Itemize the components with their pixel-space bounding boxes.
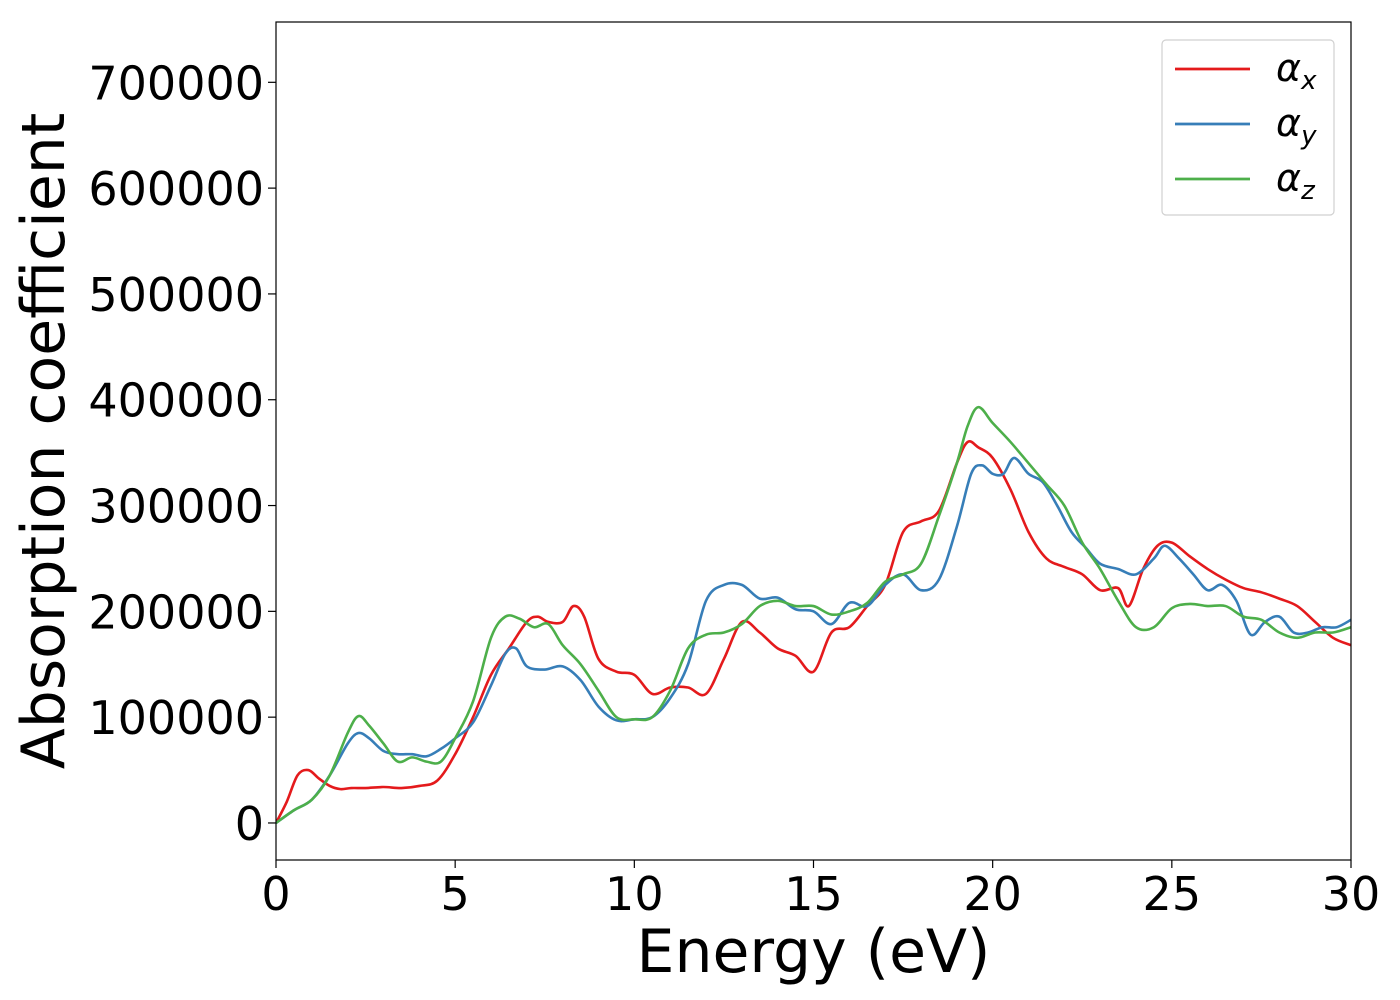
x-tick-label: 10	[605, 867, 664, 921]
y-axis: 0 100000 200000 300000 400000 500000 600000 700…	[88, 56, 276, 851]
y-axis-title: Absorption coefficient	[9, 113, 79, 770]
y-tick-label: 500000	[88, 268, 264, 322]
y-tick-label: 0	[235, 797, 264, 851]
y-tick-label: 200000	[88, 585, 264, 639]
y-tick-label: 700000	[88, 56, 264, 110]
series-layer	[276, 405, 1351, 825]
x-tick-label: 0	[261, 867, 290, 921]
y-tick-label: 300000	[88, 480, 264, 534]
y-tick-label: 100000	[88, 691, 264, 745]
series-line-z	[276, 405, 1351, 825]
series-line-y	[276, 456, 1351, 825]
legend-label-y: αy	[1276, 101, 1317, 151]
series-line-x	[276, 440, 1351, 824]
x-tick-label: 5	[441, 867, 470, 921]
x-tick-label: 25	[1143, 867, 1202, 921]
x-axis: 0 5 10 15 20 25 30	[261, 860, 1380, 921]
y-tick-label: 400000	[88, 374, 264, 428]
x-tick-label: 20	[963, 867, 1022, 921]
x-tick-label: 30	[1322, 867, 1381, 921]
legend-box	[1161, 39, 1335, 216]
y-tick-label: 600000	[88, 162, 264, 216]
legend-label-z: αz	[1276, 156, 1316, 206]
x-axis-title: Energy (eV)	[637, 917, 991, 987]
legend-label-x: αx	[1276, 46, 1317, 96]
x-tick-label: 15	[784, 867, 843, 921]
